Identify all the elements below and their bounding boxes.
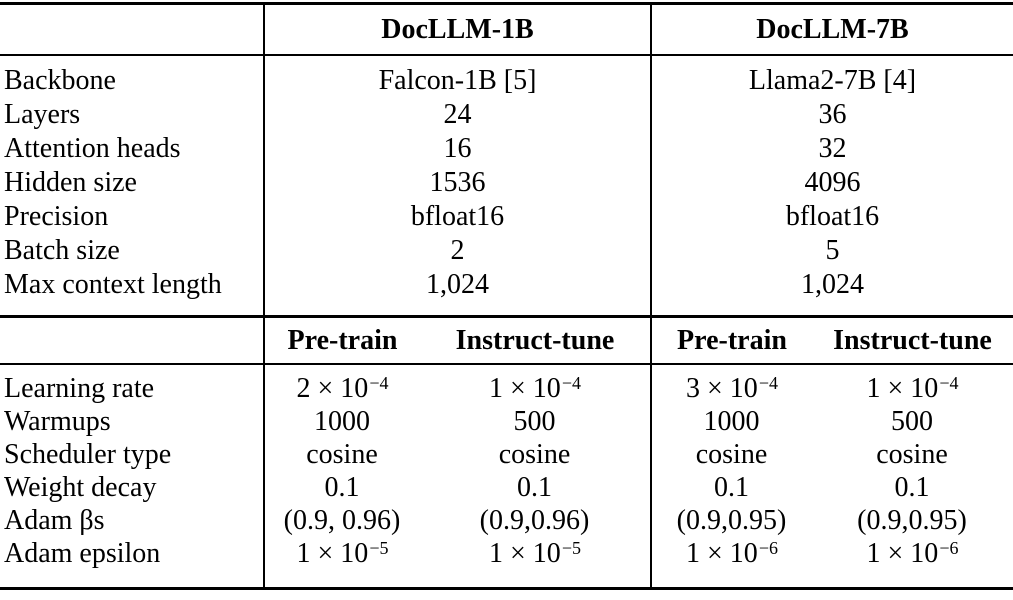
cell-instruct-tune-1b: 500 (513, 406, 556, 437)
section-divider-rule (0, 315, 1013, 318)
exponent: −6 (939, 538, 959, 558)
cell-docllm-1b: Falcon-1B [5] (263, 64, 650, 98)
cell-instruct-tune-7b: (0.9,0.95) (857, 505, 967, 536)
row-label: Batch size (4, 235, 120, 266)
column-header-docllm-1b: DocLLM-1B (263, 5, 650, 54)
cell-instruct-tune-1b: 1 × 10−4 (420, 372, 650, 408)
exponent: −5 (369, 538, 389, 558)
cell-docllm-7b: bfloat16 (650, 200, 1013, 234)
cell-instruct-tune-7b: 1 × 10−4 (812, 372, 1013, 408)
exponent: −4 (758, 373, 778, 393)
row-label: Adam βs (4, 505, 105, 536)
cell-instruct-tune-7b: 0.1 (894, 472, 930, 503)
header-spacer (0, 5, 263, 54)
cell-instruct-tune-7b: 1 × 10−6 (812, 537, 1013, 573)
table-row-adam-betas: Adam βs (0.9, 0.96) (0.9,0.96) (0.9,0.95… (0, 504, 1013, 537)
cell-instruct-tune-7b: cosine (876, 439, 948, 470)
cell-pretrain-1b: cosine (263, 438, 420, 471)
table-row-adam-epsilon: Adam epsilon 1 × 10−5 1 × 10−5 1 × 10−6 … (0, 537, 1013, 573)
table-row-scheduler-type: Scheduler type cosine cosine cosine cosi… (0, 438, 1013, 471)
cell-pretrain-7b: (0.9,0.95) (650, 504, 812, 537)
cell-docllm-7b: 32 (650, 132, 1013, 166)
cell-instruct-tune-1b: 0.1 (517, 472, 552, 503)
architecture-section: Backbone Falcon-1B [5] Llama2-7B [4] Lay… (0, 56, 1013, 315)
exponent: −4 (561, 373, 581, 393)
spacer-row (0, 570, 1013, 587)
row-label: Learning rate (4, 373, 155, 404)
cell-instruct-tune-7b: 500 (891, 406, 933, 437)
table-row-hidden-size: Hidden size 1536 4096 (0, 166, 1013, 200)
training-hyperparameters-section: Learning rate 2 × 10−4 1 × 10−4 3 × 10−4… (0, 365, 1013, 587)
row-label: Attention heads (4, 133, 181, 164)
cell-docllm-1b: 1,024 (263, 268, 650, 302)
column-header-instruct-tune-7b: Instruct-tune (833, 325, 992, 356)
phase-header-row: Pre-train Instruct-tune Pre-train Instru… (0, 318, 1013, 363)
bottom-rule (0, 587, 1013, 590)
top-rule (0, 2, 1013, 5)
cell-docllm-7b: 1,024 (650, 268, 1013, 302)
cell-pretrain-1b: (0.9, 0.96) (263, 504, 420, 537)
row-label: Precision (4, 201, 109, 232)
cell-pretrain-7b: 0.1 (650, 471, 812, 504)
cell-pretrain-7b: 1 × 10−6 (650, 537, 812, 573)
spacer-row (0, 365, 1013, 372)
cell-instruct-tune-1b: 1 × 10−5 (420, 537, 650, 573)
cell-instruct-tune-1b: cosine (498, 439, 571, 470)
cell-pretrain-1b: 0.1 (263, 471, 420, 504)
model-header-row: DocLLM-1B DocLLM-7B (0, 5, 1013, 54)
cell-docllm-7b: 36 (650, 98, 1013, 132)
column-header-instruct-tune-1b: Instruct-tune (455, 325, 615, 356)
table-row-batch-size: Batch size 2 5 (0, 234, 1013, 268)
cell-docllm-1b: 2 (263, 234, 650, 268)
cell-docllm-1b: 16 (263, 132, 650, 166)
header-rule (0, 54, 1013, 56)
row-label: Hidden size (4, 167, 137, 198)
table-row-precision: Precision bfloat16 bfloat16 (0, 200, 1013, 234)
table-row-layers: Layers 24 36 (0, 98, 1013, 132)
cell-docllm-7b: Llama2-7B [4] (650, 64, 1013, 98)
row-label: Backbone (4, 65, 116, 96)
row-label: Max context length (4, 269, 222, 300)
cell-pretrain-1b: 1 × 10−5 (263, 537, 420, 573)
header-spacer (0, 318, 263, 363)
row-label: Warmups (4, 406, 111, 437)
spacer-row (0, 56, 1013, 64)
table-row-attention-heads: Attention heads 16 32 (0, 132, 1013, 166)
cell-instruct-tune-1b: (0.9,0.96) (479, 505, 590, 536)
cell-docllm-1b: 24 (263, 98, 650, 132)
row-label: Weight decay (4, 472, 157, 503)
table-row-weight-decay: Weight decay 0.1 0.1 0.1 0.1 (0, 471, 1013, 504)
row-label: Layers (4, 99, 81, 130)
table-row-warmups: Warmups 1000 500 1000 500 (0, 405, 1013, 438)
spacer-row (0, 302, 1013, 315)
exponent: −6 (758, 538, 778, 558)
table-row-max-context-length: Max context length 1,024 1,024 (0, 268, 1013, 302)
row-label: Adam epsilon (4, 538, 161, 569)
cell-pretrain-1b: 1000 (263, 405, 420, 438)
cell-pretrain-7b: 1000 (650, 405, 812, 438)
cell-docllm-1b: bfloat16 (263, 200, 650, 234)
cell-pretrain-7b: cosine (650, 438, 812, 471)
cell-pretrain-1b: 2 × 10−4 (263, 372, 420, 408)
exponent: −5 (561, 538, 581, 558)
column-header-pretrain-1b: Pre-train (263, 318, 420, 363)
header-rule (0, 363, 1013, 365)
exponent: −4 (939, 373, 959, 393)
cell-docllm-7b: 5 (650, 234, 1013, 268)
cell-docllm-7b: 4096 (650, 166, 1013, 200)
exponent: −4 (369, 373, 389, 393)
column-header-docllm-7b: DocLLM-7B (650, 5, 1013, 54)
cell-pretrain-7b: 3 × 10−4 (650, 372, 812, 408)
cell-docllm-1b: 1536 (263, 166, 650, 200)
row-label: Scheduler type (4, 439, 172, 470)
table-row-backbone: Backbone Falcon-1B [5] Llama2-7B [4] (0, 64, 1013, 98)
column-header-pretrain-7b: Pre-train (650, 318, 812, 363)
table-row-learning-rate: Learning rate 2 × 10−4 1 × 10−4 3 × 10−4… (0, 372, 1013, 408)
